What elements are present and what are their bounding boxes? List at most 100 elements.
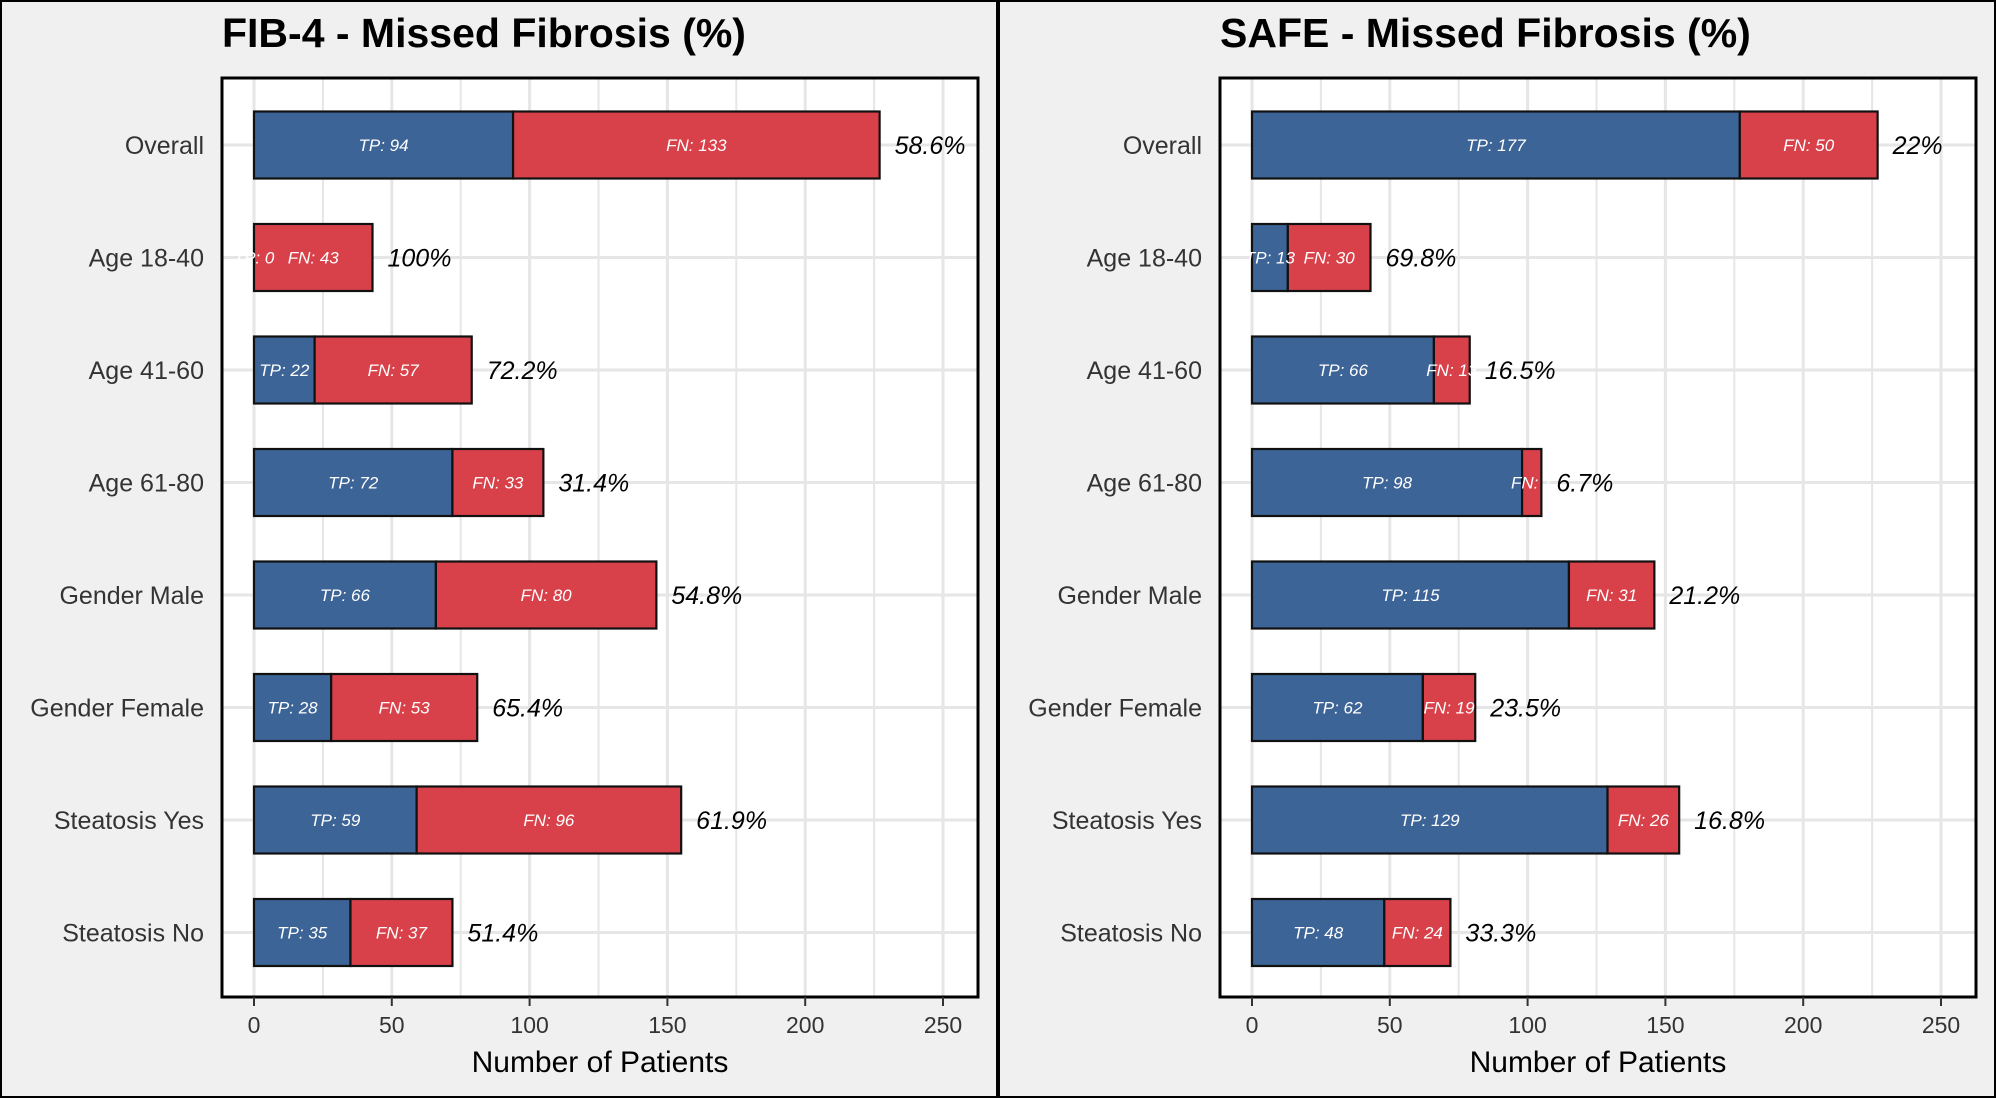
- percent-label-6: 65.4%: [492, 695, 563, 723]
- bar-tp-3: [252, 335, 316, 405]
- bar-label-tp-5: TP: 66: [320, 586, 371, 605]
- bar-fn-4: [451, 447, 545, 518]
- x-tick-label-1: 0: [248, 1012, 261, 1038]
- x-axis-title: Number of Patients: [472, 1046, 729, 1079]
- bar-label-tp-2: TP: 0: [234, 249, 275, 268]
- bar-label-tp-3: TP: 66: [1318, 361, 1369, 380]
- bar-label-tp-4: TP: 72: [328, 474, 379, 493]
- bar-tp-4: [252, 447, 454, 518]
- chart-title: FIB-4 - Missed Fibrosis (%): [222, 10, 746, 56]
- bar-fn-1: [511, 110, 881, 180]
- bar-label-fn-8: FN: 37: [376, 924, 428, 943]
- y-axis-labels: Overall Age 18-40 Age 41-60 Age 61-80 Gender…: [1028, 132, 1202, 948]
- bar-tp-2: [1250, 222, 1289, 293]
- x-tick-label-2: 50: [379, 1012, 405, 1038]
- x-axis: 0 50 100 150 200 250: [248, 997, 962, 1038]
- percent-label-8: 33.3%: [1465, 920, 1536, 948]
- bar-label-fn-6: FN: 19: [1424, 699, 1476, 718]
- percent-label-5: 54.8%: [671, 582, 742, 610]
- percent-label-7: 61.9%: [696, 807, 767, 835]
- plot-area: [222, 78, 978, 997]
- bar-fn-1: [1738, 110, 1879, 180]
- percent-label-3: 16.5%: [1485, 357, 1556, 385]
- bar-label-fn-7: FN: 26: [1618, 811, 1670, 830]
- bar-label-tp-6: TP: 28: [268, 699, 319, 718]
- bar-tp-6: [252, 672, 333, 743]
- x-axis-title: Number of Patients: [1470, 1046, 1727, 1079]
- x-tick-label-6: 250: [1922, 1012, 1960, 1038]
- bar-label-fn-3: FN: 13: [1426, 361, 1478, 380]
- bar-label-fn-2: FN: 30: [1304, 249, 1356, 268]
- bar-label-tp-8: TP: 48: [1293, 924, 1344, 943]
- bar-label-tp-7: TP: 59: [310, 811, 361, 830]
- plot-frame: [1218, 76, 1978, 999]
- bar-label-fn-1: FN: 133: [666, 136, 727, 155]
- percent-label-1: 58.6%: [895, 132, 966, 160]
- plot-frame: [220, 76, 980, 999]
- percent-label-2: 69.8%: [1386, 245, 1457, 273]
- y-tick-label-4: Age 61-80: [1087, 470, 1202, 498]
- panel-2: TP: 177 FN: 50 TP: 13 FN: 30 TP: 66 FN: 13 TP:…: [998, 0, 1996, 1098]
- bar-tp-8: [1250, 897, 1386, 968]
- x-tick-label-3: 100: [510, 1012, 548, 1038]
- y-axis-labels: Overall Age 18-40 Age 41-60 Age 61-80 Gender…: [30, 132, 204, 948]
- bar-label-tp-8: TP: 35: [277, 924, 328, 943]
- x-tick-label-6: 250: [924, 1012, 962, 1038]
- y-tick-label-2: Age 18-40: [1087, 245, 1202, 273]
- y-tick-label-7: Steatosis Yes: [54, 807, 204, 835]
- y-tick-label-1: Overall: [1123, 132, 1202, 160]
- y-tick-label-4: Age 61-80: [89, 470, 204, 498]
- percent-label-4: 6.7%: [1556, 470, 1613, 498]
- x-axis: 0 50 100 150 200 250: [1246, 997, 1960, 1038]
- x-tick-label-4: 150: [1646, 1012, 1684, 1038]
- bars: [1250, 110, 1879, 968]
- chart-title: SAFE - Missed Fibrosis (%): [1220, 10, 1751, 56]
- y-tick-label-7: Steatosis Yes: [1052, 807, 1202, 835]
- percent-label-8: 51.4%: [467, 920, 538, 948]
- bar-label-fn-4: FN: 33: [472, 474, 524, 493]
- bar-label-fn-2: FN: 43: [288, 249, 340, 268]
- bar-tp-5: [252, 560, 437, 630]
- percent-labels: 58.6% 100% 72.2% 31.4% 54.8% 65.4% 61.9% 51.4%: [388, 132, 966, 948]
- y-tick-label-2: Age 18-40: [89, 245, 204, 273]
- bar-label-tp-1: TP: 94: [358, 136, 408, 155]
- bar-fn-7: [1606, 785, 1681, 855]
- x-tick-label-1: 0: [1246, 1012, 1259, 1038]
- bar-label-fn-1: FN: 50: [1783, 136, 1835, 155]
- bar-tp-1: [252, 110, 515, 180]
- y-tick-label-3: Age 41-60: [1087, 357, 1202, 385]
- bar-label-fn-8: FN: 24: [1392, 924, 1443, 943]
- y-tick-label-8: Steatosis No: [1060, 920, 1202, 948]
- y-tick-label-1: Overall: [125, 132, 204, 160]
- bar-label-fn-3: FN: 57: [368, 361, 420, 380]
- bar-fn-2: [252, 222, 374, 293]
- bar-label-fn-6: FN: 53: [379, 699, 431, 718]
- y-tick-label-8: Steatosis No: [62, 920, 204, 948]
- bar-label-tp-5: TP: 115: [1381, 586, 1440, 605]
- bar-fn-8: [1383, 897, 1452, 968]
- bar-tp-5: [1250, 560, 1571, 630]
- percent-label-1: 22%: [1892, 132, 1943, 160]
- percent-label-6: 23.5%: [1489, 695, 1561, 723]
- x-tick-label-4: 150: [648, 1012, 686, 1038]
- bar-label-tp-7: TP: 129: [1400, 811, 1460, 830]
- bar-label-fn-4: FN: 7: [1511, 474, 1553, 493]
- bar-fn-6: [330, 672, 479, 743]
- x-tick-label-5: 200: [786, 1012, 824, 1038]
- bars: [252, 110, 881, 968]
- bar-fn-5: [1567, 560, 1656, 630]
- bar-label-tp-6: TP: 62: [1312, 699, 1363, 718]
- percent-label-5: 21.2%: [1668, 582, 1740, 610]
- bar-fn-3: [1432, 335, 1471, 405]
- percent-label-3: 72.2%: [487, 357, 558, 385]
- x-tick-label-3: 100: [1508, 1012, 1546, 1038]
- percent-label-2: 100%: [388, 245, 452, 273]
- x-tick-label-5: 200: [1784, 1012, 1822, 1038]
- bar-label-tp-2: TP: 13: [1245, 249, 1296, 268]
- bar-fn-3: [313, 335, 473, 405]
- y-tick-label-5: Gender Male: [1057, 582, 1202, 610]
- y-tick-label-5: Gender Male: [59, 582, 204, 610]
- plot-area: [1220, 78, 1976, 997]
- percent-label-7: 16.8%: [1694, 807, 1765, 835]
